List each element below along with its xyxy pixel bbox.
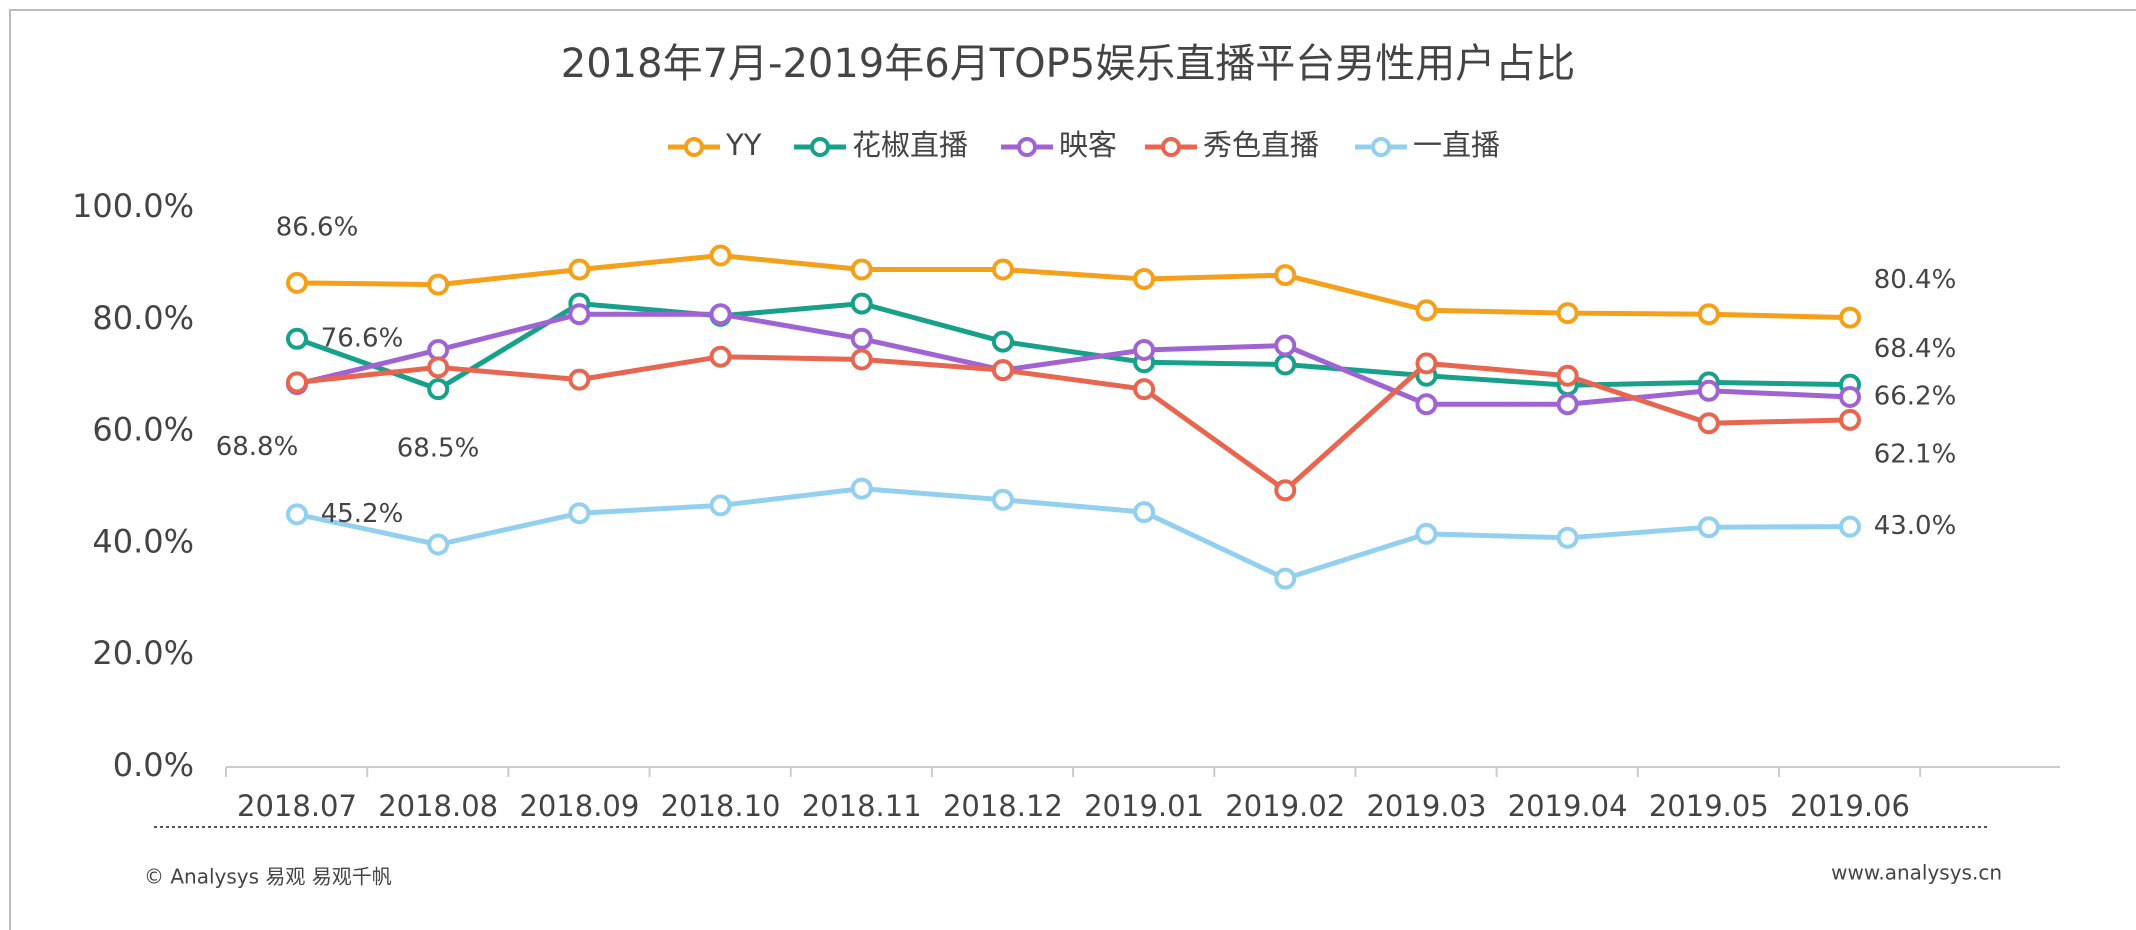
y-tick-label: 40.0%: [92, 522, 194, 560]
x-tick-label: 2019.02: [1225, 789, 1345, 823]
point: [1697, 303, 1720, 326]
point: [709, 494, 732, 517]
y-tick-label: 20.0%: [92, 634, 194, 672]
y-tick-label: 100.0%: [72, 187, 194, 225]
data-label: 45.2%: [321, 499, 404, 529]
x-tick-label: 2019.05: [1649, 789, 1769, 823]
point: [850, 327, 873, 350]
legend-marker: [1161, 137, 1181, 157]
data-label: 66.2%: [1874, 381, 1957, 411]
point: [991, 359, 1014, 382]
x-tick-label: 2018.11: [802, 789, 922, 823]
point: [1839, 385, 1861, 408]
point: [709, 345, 732, 368]
point: [991, 488, 1014, 511]
point: [1697, 412, 1720, 435]
point: [1415, 522, 1438, 545]
point: [1415, 393, 1438, 416]
x-tick-label: 2019.03: [1366, 789, 1486, 823]
series-line: [296, 311, 1851, 407]
point: [850, 292, 873, 315]
point: [427, 533, 450, 556]
legend-label: YY: [725, 128, 762, 162]
x-tick-label: 2018.08: [378, 789, 498, 823]
point: [568, 258, 591, 281]
point: [1274, 353, 1297, 376]
point: [850, 348, 873, 371]
x-tick-label: 2018.10: [661, 789, 781, 823]
point: [427, 273, 450, 296]
point: [427, 338, 450, 361]
point: [850, 477, 873, 500]
data-label: 68.8%: [216, 432, 299, 462]
point: [1415, 299, 1438, 322]
x-tick-label: 2019.06: [1790, 789, 1910, 823]
point: [1839, 306, 1861, 329]
point: [286, 327, 308, 350]
series-line: [296, 354, 1851, 493]
data-label: 43.0%: [1874, 511, 1957, 541]
point: [286, 371, 308, 394]
data-label: 86.6%: [276, 212, 359, 242]
point: [1133, 338, 1156, 361]
point: [1274, 334, 1297, 357]
chart-title: 2018年7月-2019年6月TOP5娱乐直播平台男性用户占比: [561, 41, 1575, 87]
series-line: [296, 253, 1851, 321]
point: [1415, 352, 1438, 375]
data-label: 68.5%: [397, 434, 480, 464]
data-label: 76.6%: [321, 323, 404, 353]
y-tick-label: 60.0%: [92, 411, 194, 449]
point: [1133, 378, 1156, 401]
y-tick-label: 80.0%: [92, 299, 194, 337]
series-line: [296, 486, 1851, 582]
y-tick-label: 0.0%: [113, 746, 194, 784]
data-label: 62.1%: [1874, 439, 1957, 469]
point: [1556, 302, 1579, 325]
website: www.analysys.cn: [1831, 861, 2002, 885]
data-label: 80.4%: [1874, 265, 1957, 295]
legend-label: 一直播: [1413, 128, 1500, 162]
point: [1133, 267, 1156, 290]
point: [1697, 379, 1720, 402]
point: [568, 502, 591, 525]
point: [286, 271, 308, 294]
x-tick-label: 2019.01: [1084, 789, 1204, 823]
point: [1697, 516, 1720, 539]
point: [568, 368, 591, 391]
x-tick-label: 2019.04: [1508, 789, 1628, 823]
point: [1556, 526, 1579, 549]
x-tick-label: 2018.09: [519, 789, 639, 823]
point: [991, 258, 1014, 281]
point: [1274, 567, 1297, 590]
legend-marker: [810, 137, 830, 157]
copyright: © Analysys 易观 易观千帆: [144, 865, 392, 889]
point: [568, 303, 591, 326]
point: [427, 378, 450, 401]
legend-label: 秀色直播: [1203, 128, 1319, 162]
legend-marker: [684, 137, 704, 157]
point: [709, 244, 732, 267]
x-tick-label: 2018.12: [943, 789, 1063, 823]
frame: [9, 9, 2136, 930]
legend-label: 花椒直播: [852, 128, 968, 162]
point: [286, 503, 308, 526]
point: [1556, 393, 1579, 416]
legend-marker: [1371, 137, 1391, 157]
x-tick-label: 2018.07: [237, 789, 357, 823]
point: [991, 330, 1014, 353]
point: [1556, 364, 1579, 387]
point: [1839, 515, 1861, 538]
data-label: 68.4%: [1874, 334, 1957, 364]
point: [709, 303, 732, 326]
point: [1133, 501, 1156, 524]
point: [427, 356, 450, 379]
legend-marker: [1017, 137, 1037, 157]
point: [850, 258, 873, 281]
point: [1274, 479, 1297, 502]
point: [1839, 408, 1861, 431]
point: [1274, 264, 1297, 287]
legend-label: 映客: [1059, 128, 1117, 162]
